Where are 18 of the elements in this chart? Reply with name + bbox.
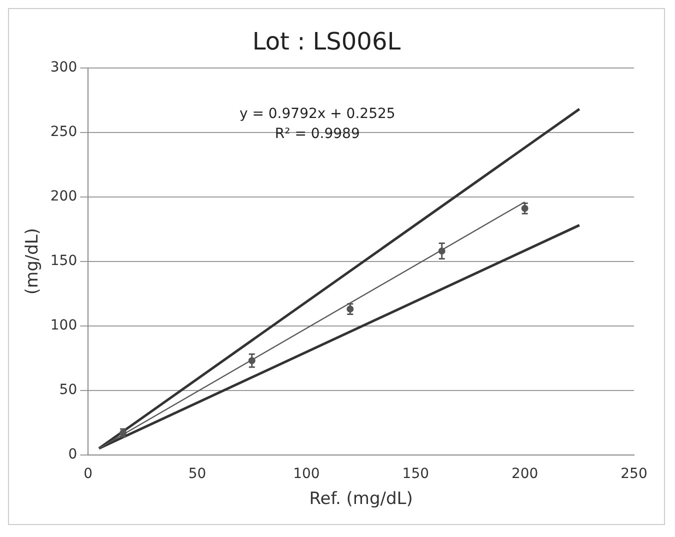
- x-tick-label: 200: [511, 466, 538, 482]
- y-tick-label: 250: [50, 124, 78, 140]
- x-axis-title: Ref. (mg/dL): [309, 489, 413, 510]
- y-tick-label: 150: [50, 252, 78, 269]
- annotation: R² = 0.9989: [274, 126, 360, 142]
- x-tick-label: 0: [84, 466, 93, 482]
- y-tick-label: 300: [50, 59, 78, 76]
- y-tick-label: 0: [68, 446, 78, 462]
- y-tick-label: 100: [50, 317, 78, 334]
- annotation: y = 0.9792x + 0.2525: [239, 106, 396, 122]
- x-tick-label: 250: [620, 466, 648, 482]
- x-tick-label: 50: [188, 466, 206, 482]
- x-tick-label: 100: [293, 466, 320, 482]
- y-axis-title: (mg/dL): [22, 228, 43, 295]
- y-tick-label: 50: [59, 382, 78, 398]
- chart-title: Lot : LS006L: [252, 28, 402, 56]
- x-tick-label: 150: [402, 466, 430, 482]
- y-tick-label: 200: [50, 188, 78, 204]
